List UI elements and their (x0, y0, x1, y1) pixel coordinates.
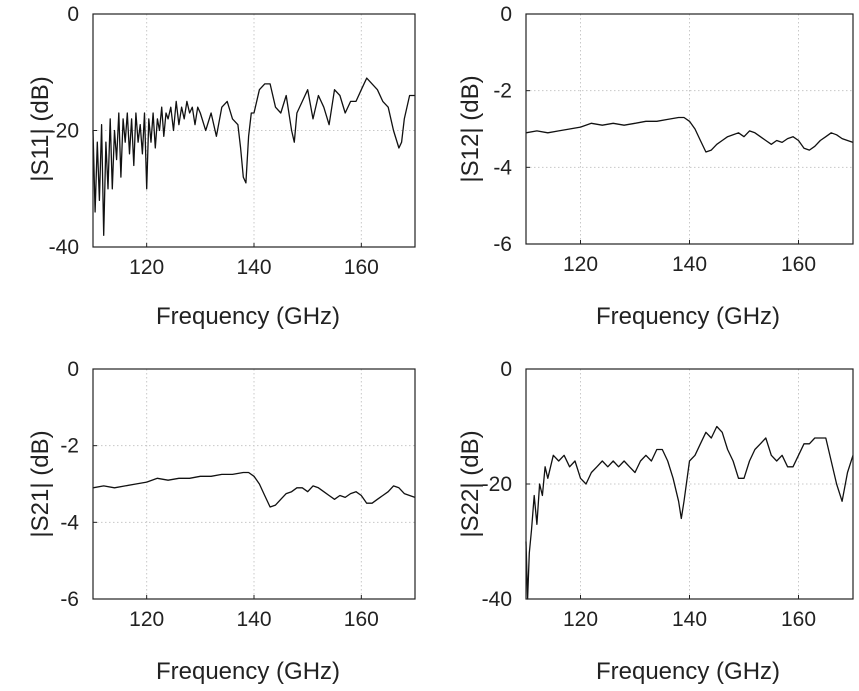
x-tick-label: 140 (236, 608, 271, 631)
y-axis-label: |S21| (dB) (27, 430, 54, 537)
series-line (92, 77, 415, 236)
series-line (525, 116, 854, 153)
x-tick-label: 160 (344, 256, 379, 279)
x-axis-label: Frequency (GHz) (156, 658, 340, 685)
y-tick-label: -6 (60, 588, 79, 611)
plot-s21: |S21| (dB) Frequency (GHz) 120 140 160 0 -2 -… (27, 358, 416, 685)
y-tick-label: -40 (49, 236, 79, 259)
x-axis-label: Frequency (GHz) (596, 303, 780, 330)
y-tick-label: -4 (60, 511, 79, 534)
x-axis-label: Frequency (GHz) (596, 658, 780, 685)
plot-s22: |S22| (dB) Frequency (GHz) 120 140 160 0 -20… (457, 358, 854, 685)
x-tick-label: 120 (563, 253, 598, 276)
y-tick-label: -2 (60, 435, 79, 458)
y-tick-label: 0 (67, 3, 79, 26)
y-tick-label: -40 (482, 588, 512, 611)
x-tick-label: 140 (672, 608, 707, 631)
x-tick-label: 140 (672, 253, 707, 276)
y-axis-label: |S12| (dB) (457, 75, 484, 182)
y-tick-label: 0 (500, 358, 512, 381)
y-axis-label: |S22| (dB) (457, 430, 484, 537)
plot-s12: |S12| (dB) Frequency (GHz) 120 140 160 0 -2 -… (457, 3, 854, 330)
y-axis-label: |S11| (dB) (27, 76, 54, 181)
y-tick-label: -2 (493, 80, 512, 103)
plot-area (93, 369, 415, 599)
x-tick-label: 120 (563, 608, 598, 631)
y-tick-label: -4 (493, 156, 512, 179)
x-tick-label: 120 (129, 608, 164, 631)
x-tick-label: 140 (236, 256, 271, 279)
plot-s11: |S11| (dB) Frequency (GHz) 120 140 160 0 -20… (27, 3, 416, 330)
y-tick-label: -20 (49, 120, 79, 143)
y-tick-label: -20 (482, 473, 512, 496)
series-line (92, 471, 416, 508)
y-tick-label: -6 (493, 233, 512, 256)
x-tick-label: 160 (344, 608, 379, 631)
y-tick-label: 0 (500, 3, 512, 26)
x-tick-label: 160 (781, 608, 816, 631)
plot-area (526, 14, 853, 244)
series-line (525, 425, 854, 600)
x-tick-label: 160 (781, 253, 816, 276)
x-axis-label: Frequency (GHz) (156, 303, 340, 330)
y-tick-label: 0 (67, 358, 79, 381)
x-tick-label: 120 (129, 256, 164, 279)
